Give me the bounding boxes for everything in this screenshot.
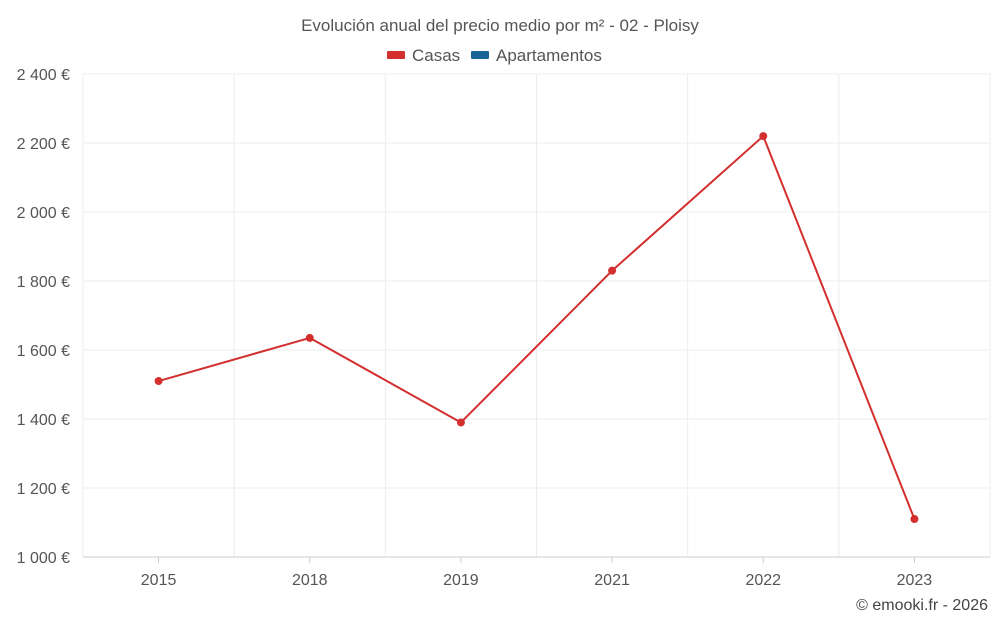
y-tick-label: 2 000 € <box>17 205 70 222</box>
y-axis-ticks: 1 000 € 1 200 € 1 400 € 1 600 € 1 800 € 2 000… <box>17 67 70 567</box>
series-line-casas <box>158 135 916 520</box>
legend-label-casas[interactable]: Casas <box>412 46 460 65</box>
y-tick-label: 1 600 € <box>17 343 70 360</box>
x-tick-label: 2022 <box>745 572 781 589</box>
y-tick-label: 1 200 € <box>17 481 70 498</box>
y-tick-label: 1 000 € <box>17 550 70 567</box>
legend-swatch-apartamentos[interactable] <box>471 51 489 59</box>
legend-swatch-casas[interactable] <box>387 51 405 59</box>
legend: Casas Apartamentos <box>387 46 602 65</box>
data-point-casas[interactable] <box>305 333 314 342</box>
x-tick-label: 2021 <box>594 572 630 589</box>
x-tick-label: 2015 <box>141 572 177 589</box>
y-tick-label: 2 400 € <box>17 67 70 84</box>
y-tick-label: 1 400 € <box>17 412 70 429</box>
series-layer <box>154 132 919 524</box>
x-axis-ticks: 2015 2018 2019 2021 2022 2023 <box>141 557 933 589</box>
legend-label-apartamentos[interactable]: Apartamentos <box>496 46 602 65</box>
y-tick-label: 1 800 € <box>17 274 70 291</box>
data-point-casas[interactable] <box>456 418 465 427</box>
x-tick-label: 2023 <box>897 572 933 589</box>
data-point-casas[interactable] <box>154 377 163 386</box>
data-point-casas[interactable] <box>608 266 617 275</box>
data-point-casas[interactable] <box>910 515 919 524</box>
x-tick-label: 2018 <box>292 572 328 589</box>
x-gridlines <box>82 74 991 557</box>
credit-text: © emooki.fr - 2026 <box>856 597 988 614</box>
y-tick-label: 2 200 € <box>17 136 70 153</box>
data-point-casas[interactable] <box>759 132 768 141</box>
chart-title: Evolución anual del precio medio por m² … <box>301 16 699 35</box>
x-tick-label: 2019 <box>443 572 479 589</box>
